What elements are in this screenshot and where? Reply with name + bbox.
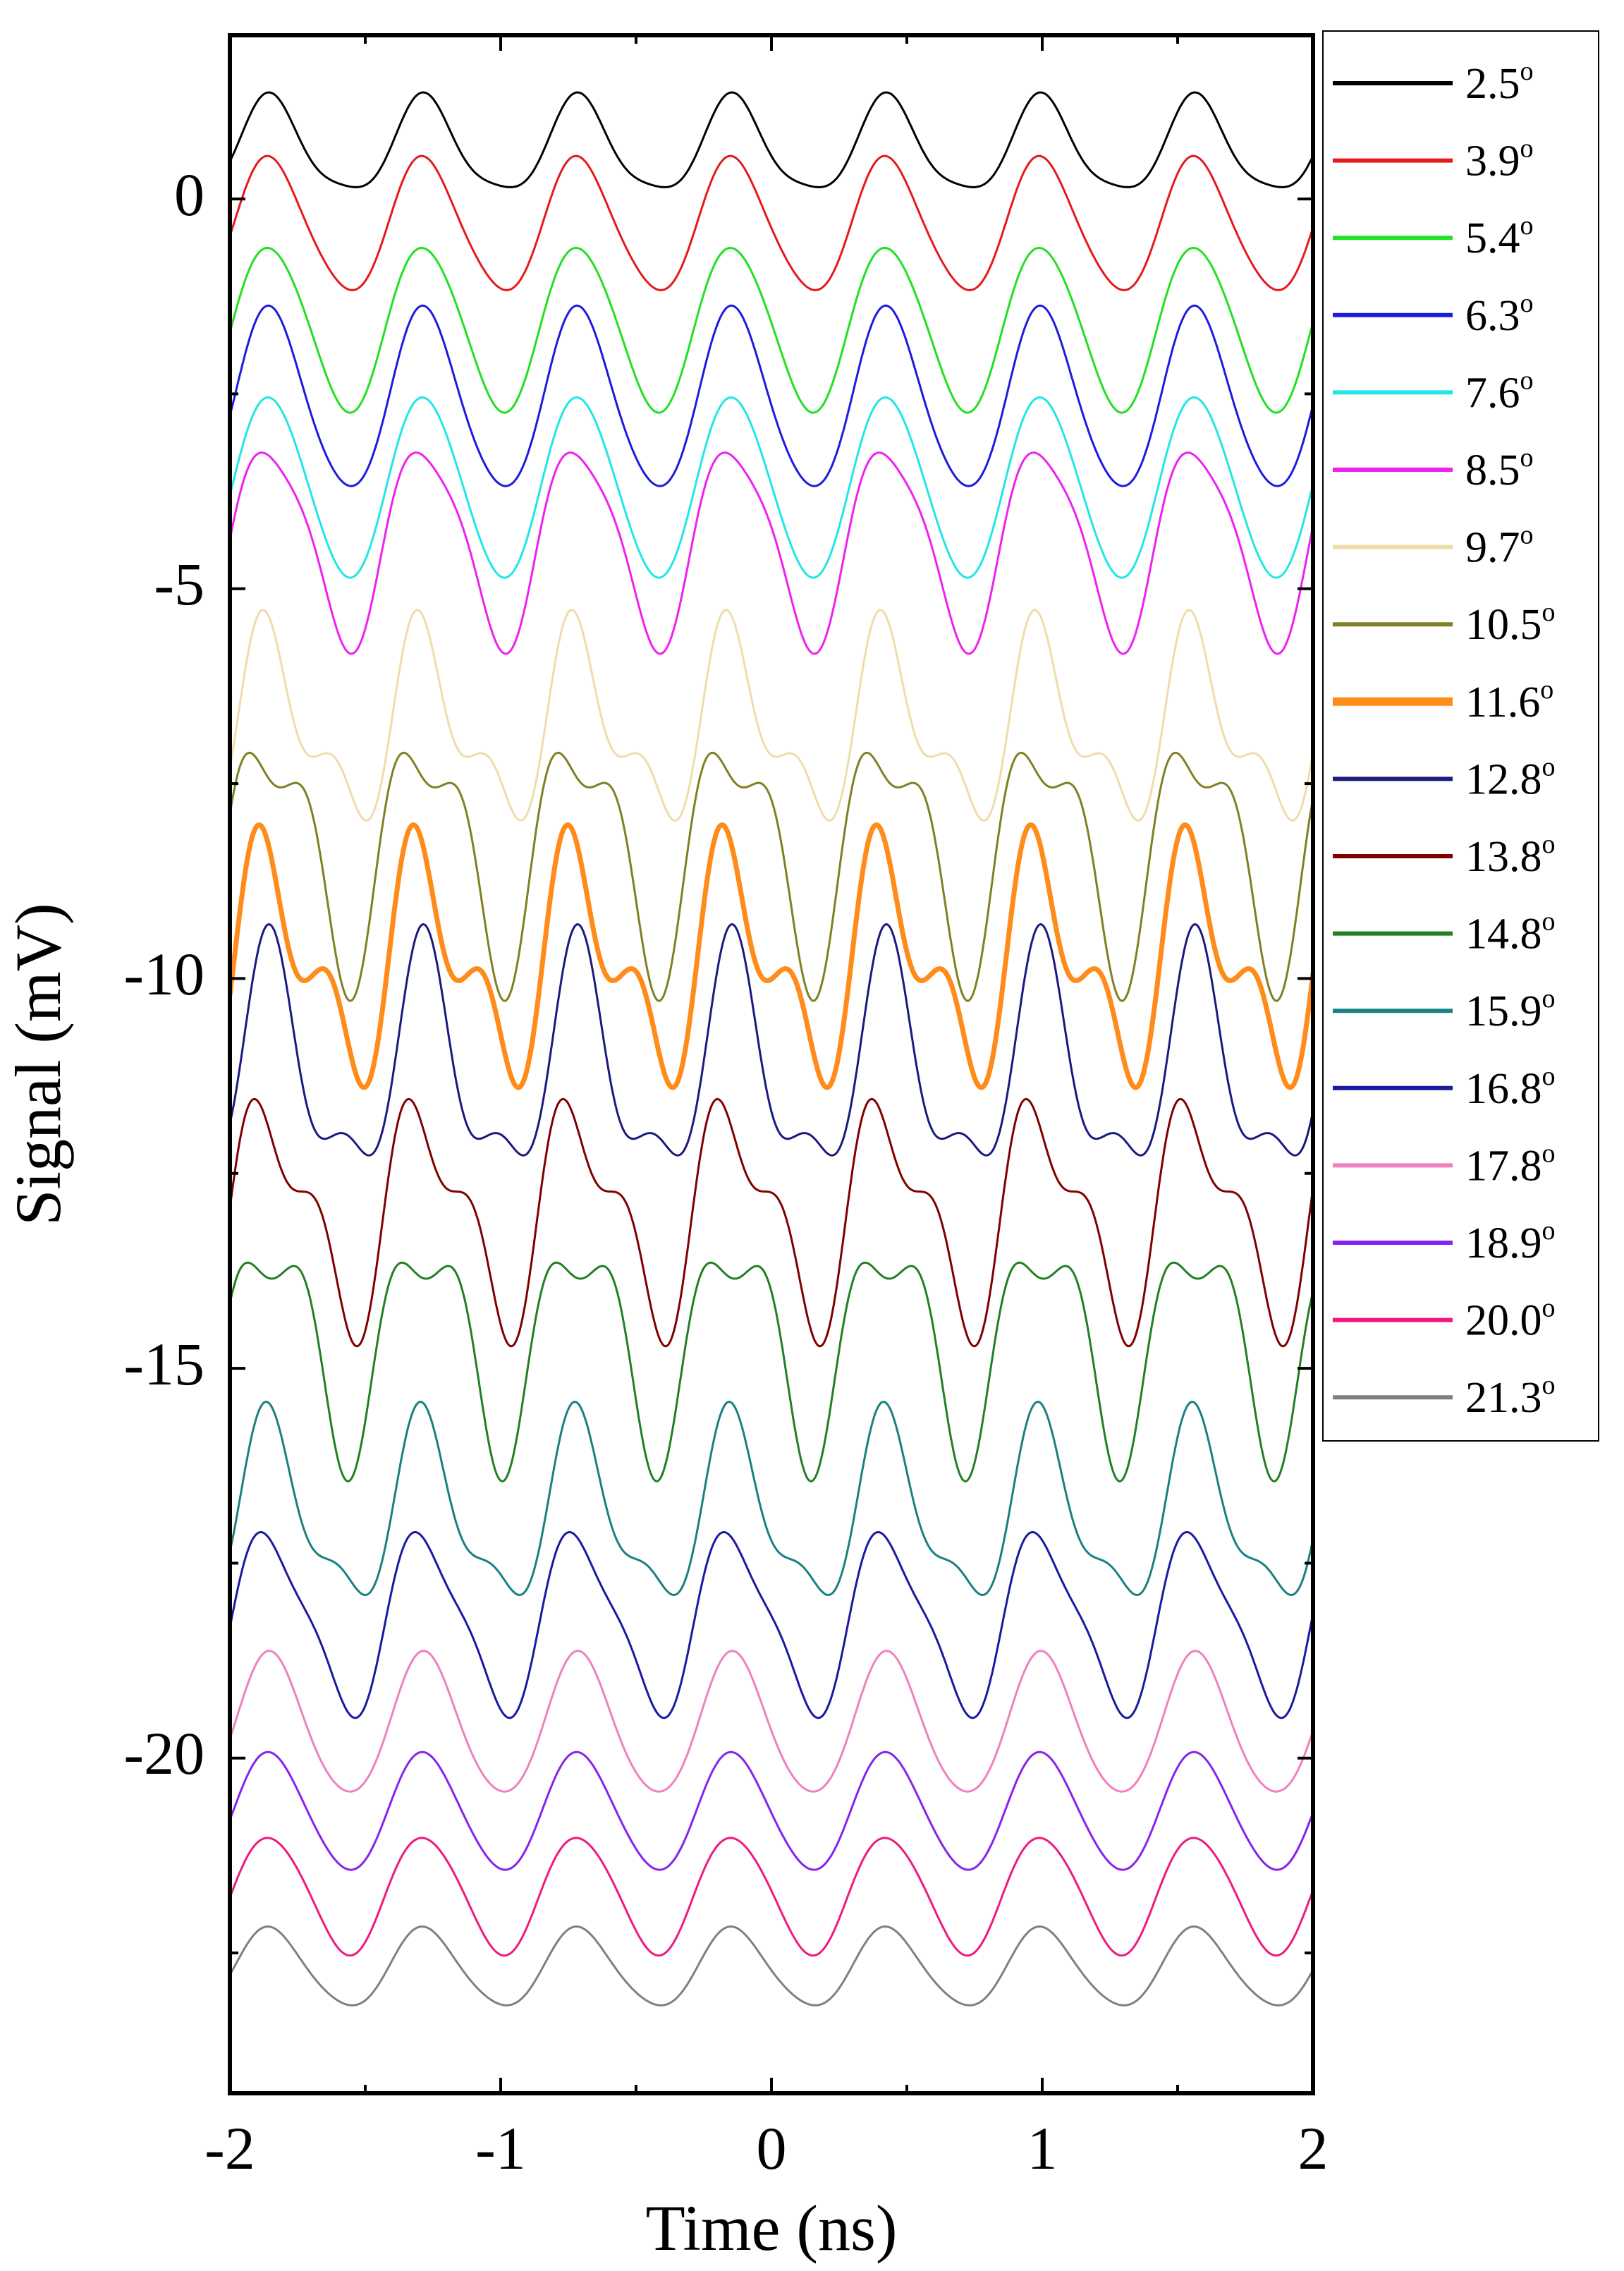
legend-label-18.9: 18.9o xyxy=(1465,1216,1556,1267)
x-tick-label: -1 xyxy=(475,2114,526,2182)
plot-frame xyxy=(228,33,1315,2095)
series-line-18.9 xyxy=(230,1751,1313,1871)
y-tick-label: -20 xyxy=(123,1719,204,1787)
series-layer xyxy=(230,91,1313,2007)
y-tick-label: -15 xyxy=(123,1330,204,1398)
legend-box xyxy=(1322,30,1599,1442)
series-line-20.0 xyxy=(230,1837,1313,1957)
legend-label-12.8: 12.8o xyxy=(1465,752,1556,803)
legend-label-13.8: 13.8o xyxy=(1465,829,1556,881)
series-line-9.7 xyxy=(230,609,1313,822)
series-line-7.6 xyxy=(230,396,1313,579)
series-line-17.8 xyxy=(230,1650,1313,1793)
legend: 2.5o3.9o5.4o6.3o7.6o8.5o9.7o10.5o11.6o12… xyxy=(1322,30,1599,1442)
legend-label-14.8: 14.8o xyxy=(1465,907,1556,958)
y-axis-title: Signal (mV) xyxy=(2,903,74,1225)
series-line-11.6 xyxy=(230,822,1313,1090)
legend-label-17.8: 17.8o xyxy=(1465,1138,1556,1190)
ticks-layer xyxy=(228,35,1314,2093)
legend-label-11.6: 11.6o xyxy=(1465,675,1553,726)
series-line-8.5 xyxy=(230,451,1313,655)
legend-items: 2.5o3.9o5.4o6.3o7.6o8.5o9.7o10.5o11.6o12… xyxy=(1333,56,1556,1422)
series-line-13.8 xyxy=(230,1097,1313,1348)
series-line-5.4 xyxy=(230,247,1313,414)
legend-label-8.5: 8.5o xyxy=(1465,443,1534,494)
series-line-3.9 xyxy=(230,154,1313,291)
tick-labels: -2 -1 0 1 2 0 -5 -10 -15 -20 xyxy=(123,161,1328,2182)
y-tick-label: 0 xyxy=(174,161,204,229)
x-tick-label: -2 xyxy=(204,2114,255,2182)
legend-label-10.5: 10.5o xyxy=(1465,597,1556,649)
series-line-16.8 xyxy=(230,1530,1313,1719)
legend-label-20.0: 20.0o xyxy=(1465,1293,1556,1345)
series-line-21.3 xyxy=(230,1925,1313,2007)
series-line-14.8 xyxy=(230,1261,1313,1482)
x-tick-label: 0 xyxy=(757,2114,787,2182)
legend-label-16.8: 16.8o xyxy=(1465,1061,1556,1113)
series-line-2.5 xyxy=(230,91,1313,188)
series-line-15.9 xyxy=(230,1401,1313,1596)
x-tick-label: 2 xyxy=(1298,2114,1329,2182)
series-line-10.5 xyxy=(230,751,1313,1002)
legend-label-21.3: 21.3o xyxy=(1465,1370,1556,1422)
x-axis-title: Time (ns) xyxy=(646,2192,898,2264)
series-line-12.8 xyxy=(230,923,1313,1157)
x-tick-label: 1 xyxy=(1027,2114,1058,2182)
series-line-6.3 xyxy=(230,304,1313,487)
legend-label-15.9: 15.9o xyxy=(1465,984,1556,1035)
y-tick-label: -5 xyxy=(154,550,204,618)
y-tick-label: -10 xyxy=(123,940,204,1008)
